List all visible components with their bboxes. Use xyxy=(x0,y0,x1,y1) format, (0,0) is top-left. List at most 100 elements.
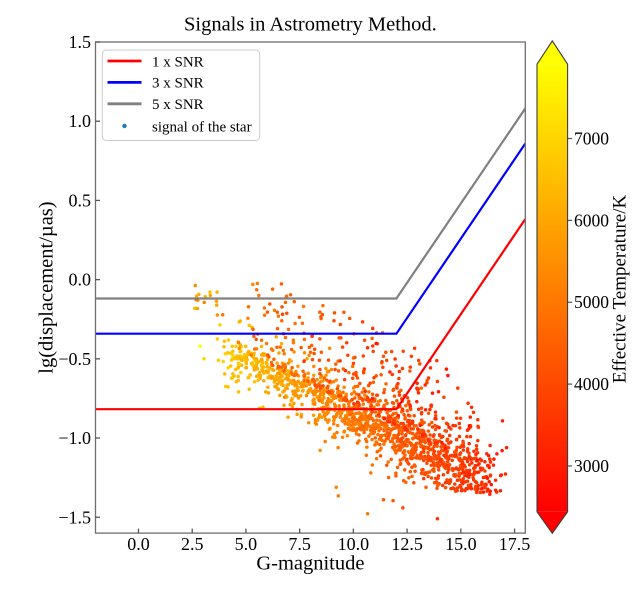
scatter-point xyxy=(431,447,435,451)
scatter-point xyxy=(342,403,346,407)
scatter-point xyxy=(380,438,384,443)
scatter-point xyxy=(427,438,431,443)
scatter-point xyxy=(255,281,260,286)
scatter-point xyxy=(246,352,250,357)
scatter-point xyxy=(367,413,371,418)
scatter-point xyxy=(418,452,423,457)
scatter-point xyxy=(244,365,248,370)
scatter-point xyxy=(384,463,389,468)
scatter-point xyxy=(436,474,441,478)
scatter-point xyxy=(403,433,408,438)
scatter-point xyxy=(421,467,425,472)
scatter-point xyxy=(299,383,304,388)
scatter-point xyxy=(390,413,395,417)
y-tick-label: 1.5 xyxy=(69,32,92,52)
y-tick-label: 0.0 xyxy=(69,270,92,290)
scatter-point xyxy=(478,490,483,495)
scatter-point xyxy=(472,449,476,453)
scatter-point xyxy=(410,465,414,469)
scatter-point xyxy=(394,474,398,478)
scatter-point xyxy=(238,343,243,347)
scatter-point xyxy=(365,512,370,516)
scatter-point xyxy=(252,347,257,351)
scatter-point xyxy=(414,423,418,428)
scatter-point xyxy=(394,364,398,368)
scatter-point xyxy=(256,378,260,383)
scatter-point xyxy=(390,400,395,405)
scatter-point xyxy=(335,430,339,435)
scatter-point xyxy=(359,411,364,416)
scatter-point xyxy=(445,437,450,441)
x-tick-label: 2.5 xyxy=(181,534,204,554)
scatter-point xyxy=(244,355,249,360)
scatter-point xyxy=(423,383,427,387)
scatter-point xyxy=(408,441,412,445)
legend-box xyxy=(101,49,261,141)
scatter-point xyxy=(409,427,413,431)
scatter-point xyxy=(469,482,473,487)
scatter-point xyxy=(325,385,329,390)
scatter-point xyxy=(423,407,428,412)
scatter-point xyxy=(441,473,446,477)
scatter-point xyxy=(306,371,311,376)
scatter-point xyxy=(321,384,325,388)
scatter-point xyxy=(371,431,376,436)
scatter-point xyxy=(337,336,341,340)
scatter-point xyxy=(479,487,484,491)
scatter-point xyxy=(416,391,421,395)
scatter-point xyxy=(321,379,325,383)
scatter-point xyxy=(335,387,340,391)
scatter-point xyxy=(451,423,455,428)
scatter-point xyxy=(272,308,277,313)
scatter-point xyxy=(238,349,242,354)
scatter-point xyxy=(384,350,388,354)
scatter-point xyxy=(336,494,341,498)
scatter-point xyxy=(370,392,375,397)
scatter-point xyxy=(393,433,398,438)
scatter-point xyxy=(244,361,249,366)
scatter-point xyxy=(465,434,469,439)
scatter-point xyxy=(325,369,330,374)
scatter-point xyxy=(415,386,419,391)
scatter-point xyxy=(410,456,414,461)
scatter-point xyxy=(374,456,379,461)
scatter-point xyxy=(467,451,471,456)
scatter-point xyxy=(434,417,438,421)
scatter-point xyxy=(446,466,451,470)
scatter-point xyxy=(493,488,498,492)
scatter-point xyxy=(263,390,268,394)
scatter-point xyxy=(407,476,411,480)
scatter-point xyxy=(308,350,313,355)
scatter-point xyxy=(485,463,490,468)
scatter-point xyxy=(282,368,286,373)
scatter-point xyxy=(291,338,296,342)
scatter-point xyxy=(309,343,314,348)
scatter-point xyxy=(251,282,255,287)
scatter-point xyxy=(230,357,235,361)
scatter-point xyxy=(278,371,282,376)
scatter-point xyxy=(346,426,351,431)
scatter-point xyxy=(281,348,286,353)
scatter-point xyxy=(351,372,356,376)
scatter-point xyxy=(405,396,410,400)
scatter-point xyxy=(236,340,241,345)
scatter-point xyxy=(386,460,390,464)
scatter-point xyxy=(275,345,279,350)
scatter-point xyxy=(335,423,340,428)
scatter-point xyxy=(222,372,227,376)
scatter-point xyxy=(371,380,376,385)
scatter-point xyxy=(315,377,319,382)
scatter-point xyxy=(430,425,435,429)
scatter-point xyxy=(279,341,284,346)
scatter-point xyxy=(465,428,470,433)
scatter-point xyxy=(359,428,363,432)
scatter-point xyxy=(364,397,369,402)
scatter-point xyxy=(359,396,364,401)
scatter-point xyxy=(467,423,472,428)
colorbar-tick-label: 5000 xyxy=(574,292,609,312)
scatter-point xyxy=(342,385,346,389)
scatter-point xyxy=(454,416,459,420)
scatter-point xyxy=(223,352,228,356)
scatter-point xyxy=(265,358,270,362)
scatter-point xyxy=(353,422,358,427)
